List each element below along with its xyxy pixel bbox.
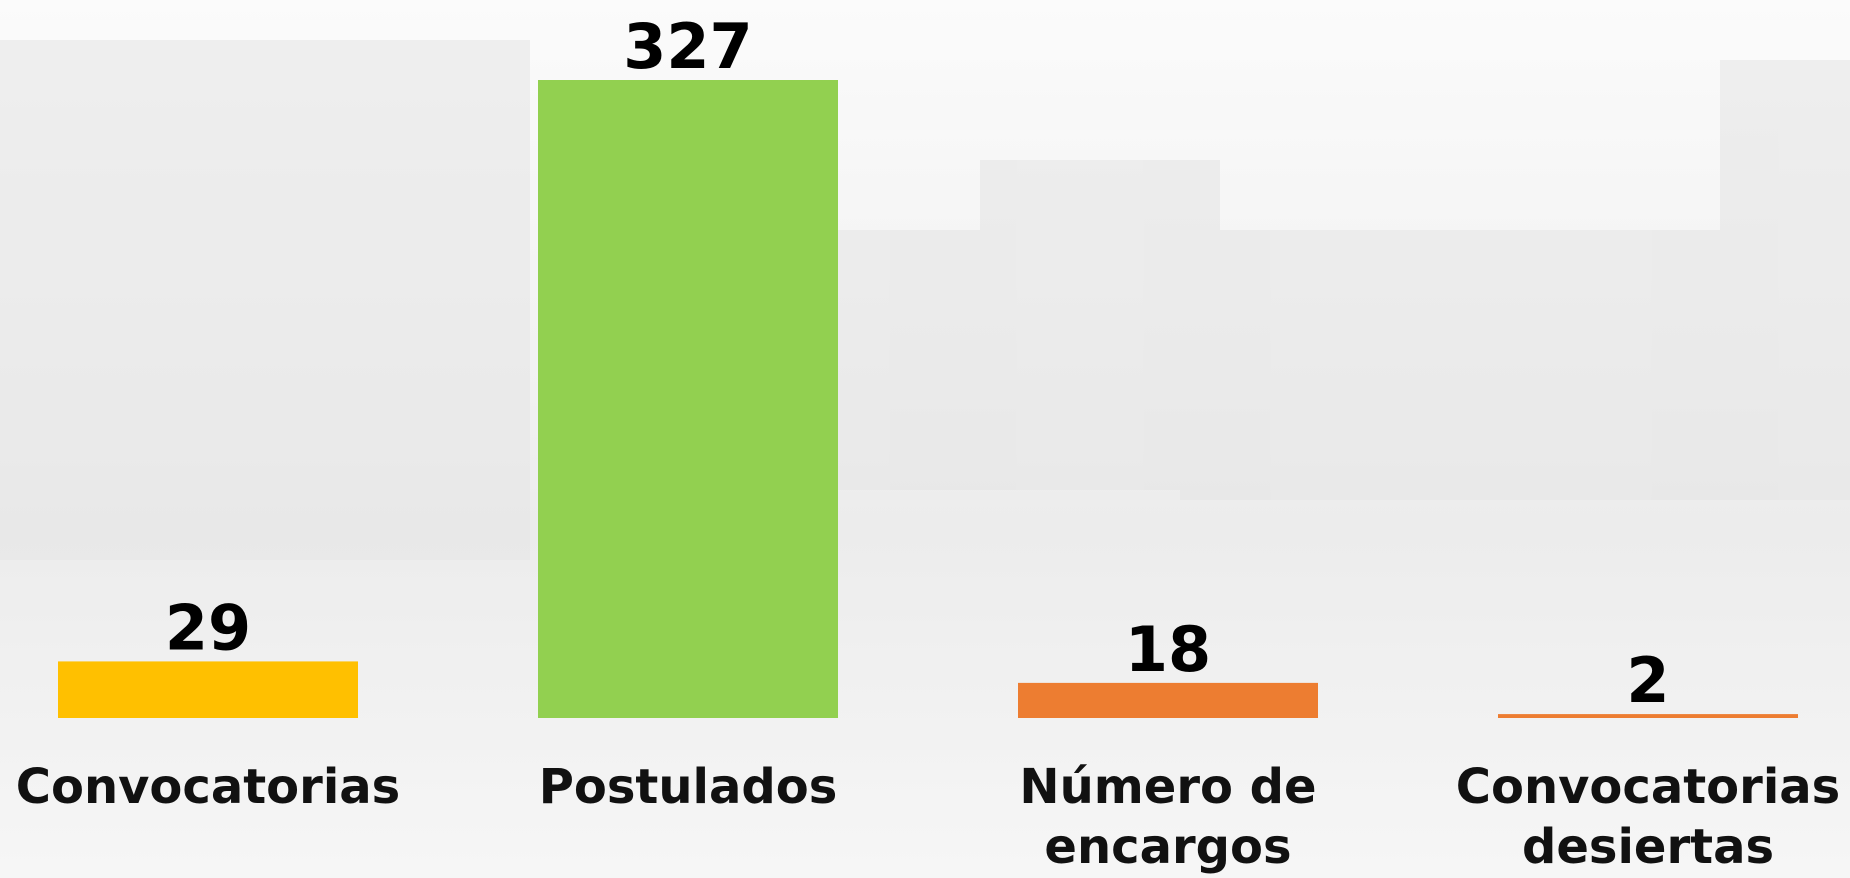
category-label: Número de encargos xyxy=(958,757,1378,877)
value-label: 327 xyxy=(623,10,752,83)
value-label: 18 xyxy=(1125,613,1211,686)
bar xyxy=(538,80,838,718)
category-label: Convocatorias desiertas xyxy=(1438,757,1850,877)
plot: 29 327 18 2 xyxy=(0,0,1850,878)
bar xyxy=(58,661,358,718)
value-label: 2 xyxy=(1626,644,1669,717)
bar xyxy=(1018,683,1318,718)
value-label: 29 xyxy=(165,591,251,664)
category-label: Convocatorias xyxy=(0,757,418,817)
category-label: Postulados xyxy=(478,757,898,817)
background-buildings xyxy=(0,40,1850,560)
chart: 29 327 18 2 Convocatorias Postulados Número d… xyxy=(0,0,1850,878)
